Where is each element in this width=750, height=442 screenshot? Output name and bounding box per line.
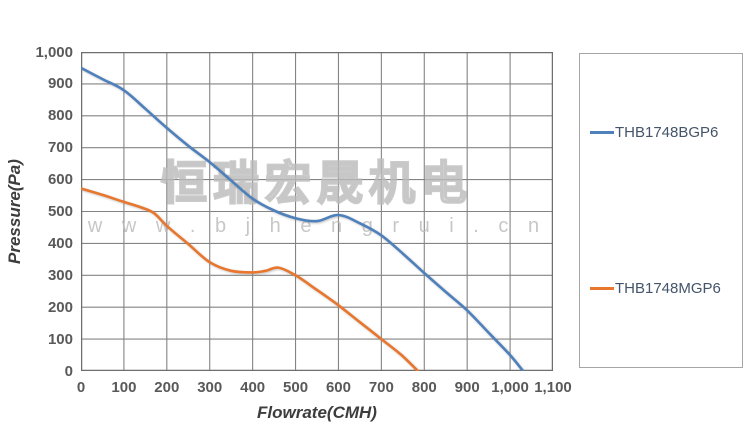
y-tick-label: 1,000 (35, 43, 73, 61)
y-tick-label: 800 (47, 107, 73, 125)
x-tick-label: 1,100 (534, 379, 572, 396)
x-tick-label: 100 (111, 379, 137, 396)
legend-label: THB1748BGP6 (615, 123, 719, 141)
y-tick-label: 0 (64, 362, 73, 380)
x-tick-label: 300 (197, 379, 223, 396)
plot-gridlines (81, 52, 553, 371)
plot-border (81, 52, 553, 371)
y-tick-label: 600 (47, 171, 73, 189)
legend-line-sample-blue (590, 130, 614, 134)
x-axis-title: Flowrate(CMH) (257, 403, 377, 422)
y-tick-label: 400 (47, 234, 73, 252)
y-tick-label: 100 (47, 330, 73, 348)
x-tick-label: 800 (411, 379, 437, 396)
y-tick-label: 200 (47, 298, 73, 316)
legend: THB1748BGP6 THB1748MGP6 (579, 53, 743, 368)
legend-label: THB1748MGP6 (615, 280, 721, 298)
x-tick-label: 500 (283, 379, 309, 396)
x-tick-label: 600 (325, 379, 351, 396)
plot-area (81, 66, 525, 371)
y-tick-label: 500 (47, 203, 73, 220)
x-tick-label: 700 (368, 379, 394, 396)
legend-line-sample-orange (590, 287, 614, 291)
legend-entry-thb1748bgp6: THB1748BGP6 (580, 124, 742, 141)
y-tick-label: 300 (47, 266, 73, 284)
y-axis-title: Pressure(Pa) (5, 159, 24, 264)
series-line-thb1748bgp6 (81, 66, 525, 371)
x-tick-label: 0 (76, 379, 86, 396)
series-line-thb1748mgp6 (81, 187, 420, 371)
x-tick-label: 900 (454, 379, 480, 396)
legend-entry-thb1748mgp6: THB1748MGP6 (580, 280, 742, 297)
y-tick-label: 900 (47, 75, 73, 93)
x-tick-label: 200 (154, 379, 180, 396)
y-tick-label: 700 (47, 139, 73, 157)
x-tick-label: 400 (240, 379, 266, 396)
x-tick-label: 1,000 (491, 379, 529, 396)
